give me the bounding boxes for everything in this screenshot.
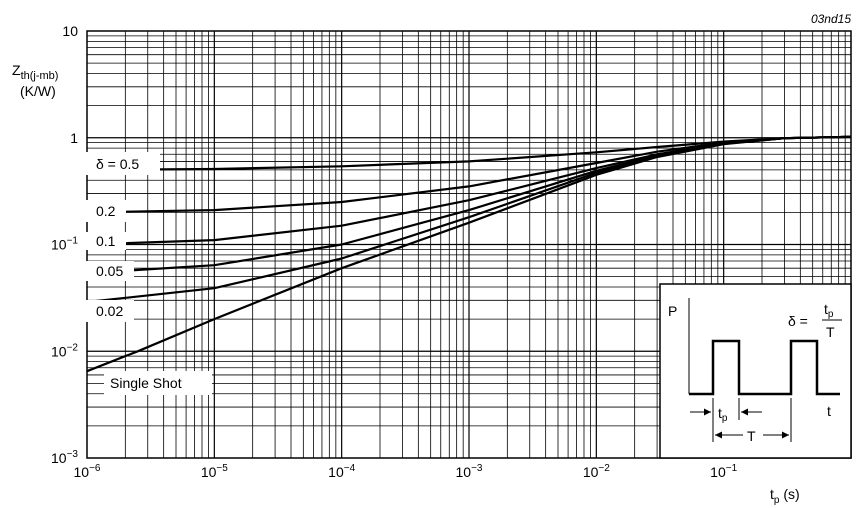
x-tick-label-1: 10−5 (201, 463, 228, 480)
y-tick-base: 10 (51, 343, 67, 359)
x-tick-label-2: 10−4 (328, 463, 355, 480)
x-tick-label-5: 10−1 (710, 463, 737, 480)
x-tick-base: 10 (201, 464, 217, 480)
tp-arrowhead-right (741, 408, 748, 416)
curves (86, 135, 852, 373)
y-axis-label-main: Z (12, 62, 21, 78)
figure-code: 03nd15 (811, 12, 851, 26)
pulse-inset-t-label: t (827, 403, 831, 419)
y-tick-label-1: 1 (70, 130, 78, 146)
pulse-inset-T-label: T (747, 428, 756, 444)
x-tick-base: 10 (710, 464, 726, 480)
series-label-0-5-text: δ = 0.5 (96, 156, 139, 172)
x-tick-base: 10 (456, 464, 472, 480)
pulse-inset-formula-lhs: δ = (788, 313, 808, 329)
y-tick-base: 10 (51, 237, 67, 253)
series-label-0-05: 0.05 (86, 261, 134, 281)
series-label-0-02-text: 0.02 (96, 303, 123, 319)
x-tick-exp: −2 (598, 463, 610, 474)
y-tick-exp: −2 (67, 342, 79, 353)
T-arrowhead-left (715, 431, 722, 439)
x-tick-label-0: 10−6 (74, 463, 101, 480)
y-tick-exp: −3 (67, 449, 79, 460)
y-tick-exp: −1 (67, 236, 79, 247)
series-line-5 (86, 135, 852, 373)
pulse-train (689, 339, 840, 396)
y-axis-label-sub: th(j-mb) (21, 70, 59, 82)
series-label-0-2-text: 0.2 (96, 203, 116, 219)
tp-arrowhead-left (704, 408, 711, 416)
x-tick-label-4: 10−2 (583, 463, 610, 480)
x-tick-exp: −6 (89, 463, 101, 474)
y-axis-label: Zth(j-mb) (12, 62, 58, 82)
tp-sub: p (722, 413, 728, 424)
pulse-inset-tp-label: tp (718, 405, 728, 424)
tp-main: t (718, 405, 722, 421)
y-tick-label-4: 10−3 (51, 449, 78, 466)
x-axis-label-main: t (770, 486, 774, 502)
x-axis-label-unit: (s) (779, 486, 799, 502)
series-label-0-02: 0.02 (86, 300, 134, 322)
series-label-single-shot-text: Single Shot (110, 375, 182, 391)
formula-num-sub: p (828, 309, 834, 320)
y-tick-label-2: 10−1 (51, 236, 78, 253)
x-tick-labels: 10−6 10−5 10−4 10−3 10−2 10−1 (74, 463, 738, 480)
x-tick-exp: −5 (216, 463, 228, 474)
pulse-inset-formula-den: T (826, 324, 835, 340)
series-label-single-shot: Single Shot (104, 371, 212, 395)
y-axis-unit: (K/W) (20, 83, 56, 99)
y-tick-base: 10 (51, 450, 67, 466)
pulse-inset: P t δ = tp T tp T (659, 283, 852, 459)
series-label-0-2: 0.2 (86, 200, 126, 222)
T-arrowhead-right (782, 431, 789, 439)
x-tick-label-3: 10−3 (456, 463, 483, 480)
series-label-0-1: 0.1 (86, 232, 126, 250)
series-label-0-5: δ = 0.5 (86, 152, 160, 175)
pulse-inset-p-label: P (668, 303, 677, 319)
y-tick-base: 1 (70, 130, 78, 146)
pulse-inset-frame (659, 283, 852, 459)
x-tick-exp: −3 (471, 463, 483, 474)
y-tick-label-0: 10 (62, 23, 78, 39)
y-tick-base: 10 (62, 23, 78, 39)
x-tick-base: 10 (328, 464, 344, 480)
pulse-inset-formula-num: tp (824, 301, 834, 320)
x-tick-base: 10 (74, 464, 90, 480)
x-tick-base: 10 (583, 464, 599, 480)
x-axis-label: tp (s) (770, 486, 800, 506)
x-tick-exp: −4 (344, 463, 356, 474)
x-axis-label-sub: p (774, 495, 780, 506)
series-label-0-05-text: 0.05 (96, 263, 123, 279)
x-tick-exp: −1 (726, 463, 738, 474)
series-label-0-1-text: 0.1 (96, 233, 116, 249)
formula-num-main: t (824, 301, 828, 317)
y-tick-label-3: 10−2 (51, 342, 78, 359)
